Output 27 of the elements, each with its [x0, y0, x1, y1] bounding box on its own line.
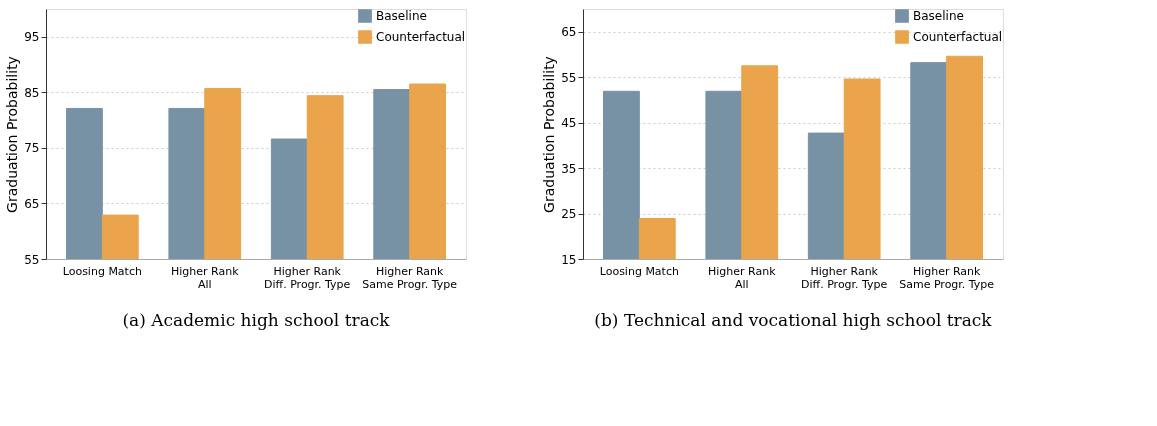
y-axis-title: Graduation Probability: [541, 56, 558, 213]
y-tick-label: 45: [561, 116, 577, 131]
x-tick-label: Loosing Match: [62, 264, 142, 278]
x-tick-label: Higher Rank Same Progr. Type: [362, 264, 458, 291]
legend-label: Baseline: [913, 9, 964, 23]
y-tick-label: 35: [561, 161, 577, 176]
text: (a) Academic high school track: [122, 310, 391, 330]
y-axis-title: Graduation Probability: [4, 56, 21, 213]
legend-label: Baseline: [376, 9, 427, 23]
x-tick-label: Higher Rank Diff. Progr. Type: [264, 264, 351, 291]
x-tick-label: Higher Rank All: [171, 264, 240, 291]
y-tick-label: 55: [561, 70, 577, 85]
y-tick-label: 85: [24, 85, 40, 100]
x-tick-label: Higher Rank Same Progr. Type: [899, 264, 995, 291]
y-tick-label: 75: [24, 141, 40, 156]
x-tick-label: Loosing Match: [599, 264, 679, 278]
x-tick-label: Higher Rank Diff. Progr. Type: [801, 264, 888, 291]
y-tick-label: 55: [24, 252, 40, 267]
y-tick-label: 95: [24, 30, 40, 45]
text: (b) Technical and vocational high school track: [594, 310, 993, 330]
legend-label: Counterfactual: [376, 30, 466, 44]
legend-label: Counterfactual: [913, 30, 1003, 44]
y-tick-label: 65: [561, 25, 577, 40]
y-tick-label: 25: [561, 207, 577, 222]
y-tick-label: 15: [561, 252, 577, 267]
y-tick-label: 65: [24, 196, 40, 211]
x-tick-label: Higher Rank All: [708, 264, 777, 291]
